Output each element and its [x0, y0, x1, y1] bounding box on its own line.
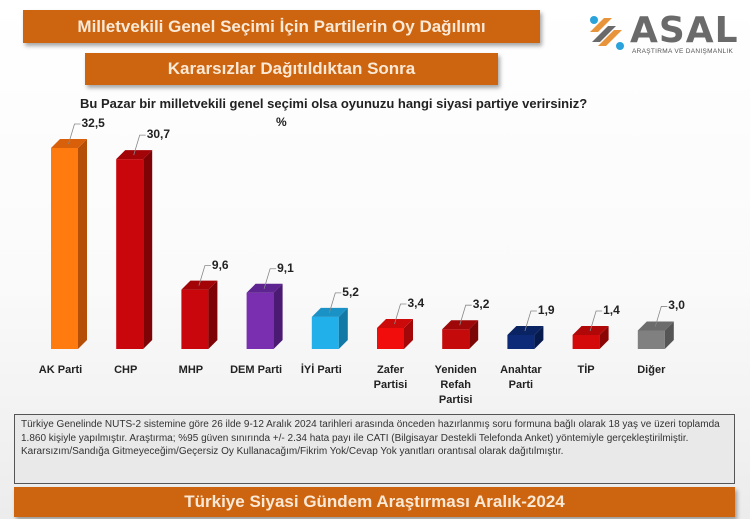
category-label: Diğer [637, 364, 666, 376]
category-label: MHP [178, 364, 204, 376]
bar-value-label: 5,2 [342, 284, 359, 299]
footer-banner: Türkiye Siyasi Gündem Araştırması Aralık… [14, 487, 735, 517]
survey-question: Bu Pazar bir milletvekili genel seçimi o… [80, 96, 588, 111]
bar-value-label: 30,7 [146, 127, 171, 142]
bar-value-label: 1,4 [603, 303, 620, 317]
category-label: Anahtar Parti [500, 364, 542, 391]
bar-value-label: 1,9 [537, 303, 555, 317]
title-banner: Milletvekili Genel Seçimi İçin Partileri… [23, 10, 540, 43]
bar [507, 310, 544, 349]
category-label: DEM Parti [230, 364, 283, 376]
footer-title: Türkiye Siyasi Gündem Araştırması Aralık… [184, 492, 565, 511]
bar [311, 292, 348, 349]
bar [572, 310, 609, 349]
category-label: Yeniden Refah Partisi [434, 364, 477, 406]
bar-value-label: 3,4 [407, 295, 425, 310]
methodology-note: Türkiye Genelinde NUTS-2 sistemine göre … [14, 414, 735, 484]
methodology-text: Türkiye Genelinde NUTS-2 sistemine göre … [21, 419, 720, 457]
bar-value-label: 3,0 [668, 298, 685, 313]
bar-value-label: 32,5 [81, 116, 105, 130]
chart-subtitle: Kararsızlar Dağıtıldıktan Sonra [167, 59, 416, 78]
logo-mark-icon [590, 16, 624, 50]
unit-label: % [276, 115, 287, 129]
bar [377, 303, 413, 349]
bar [246, 268, 283, 349]
subtitle-banner: Kararsızlar Dağıtıldıktan Sonra [85, 53, 498, 85]
logo-tagline: ARAŞTIRMA VE DANIŞMANLIK [632, 48, 734, 55]
bar-value-label: 9,1 [277, 260, 294, 275]
logo-word: ASAL [630, 10, 739, 51]
bar [116, 134, 153, 349]
bar [51, 123, 87, 349]
bar-chart: 32,5 AK Parti 30,7 CHP 9,6 MHP 9,1 DEM Parti 5,2… [38, 116, 685, 406]
bar-chart-plot [51, 123, 674, 349]
category-label: Zafer Partisi [373, 364, 408, 391]
asal-logo: ASAL ARAŞTIRMA VE DANIŞMANLIK [586, 10, 739, 60]
bar [637, 306, 674, 349]
bar-value-label: 3,2 [472, 297, 490, 312]
category-label: AK Parti [38, 364, 83, 376]
chart-title: Milletvekili Genel Seçimi İçin Partileri… [77, 16, 486, 36]
category-label: İYİ Parti [300, 364, 342, 376]
bar-value-label: 9,6 [211, 257, 229, 272]
bar [181, 265, 218, 349]
category-label: TİP [577, 364, 595, 376]
category-label: CHP [114, 364, 138, 376]
bar [442, 304, 479, 349]
